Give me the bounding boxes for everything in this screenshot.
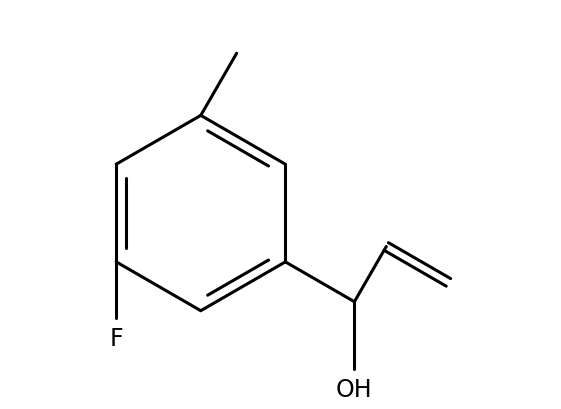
Text: OH: OH (336, 378, 373, 402)
Text: F: F (109, 326, 123, 350)
